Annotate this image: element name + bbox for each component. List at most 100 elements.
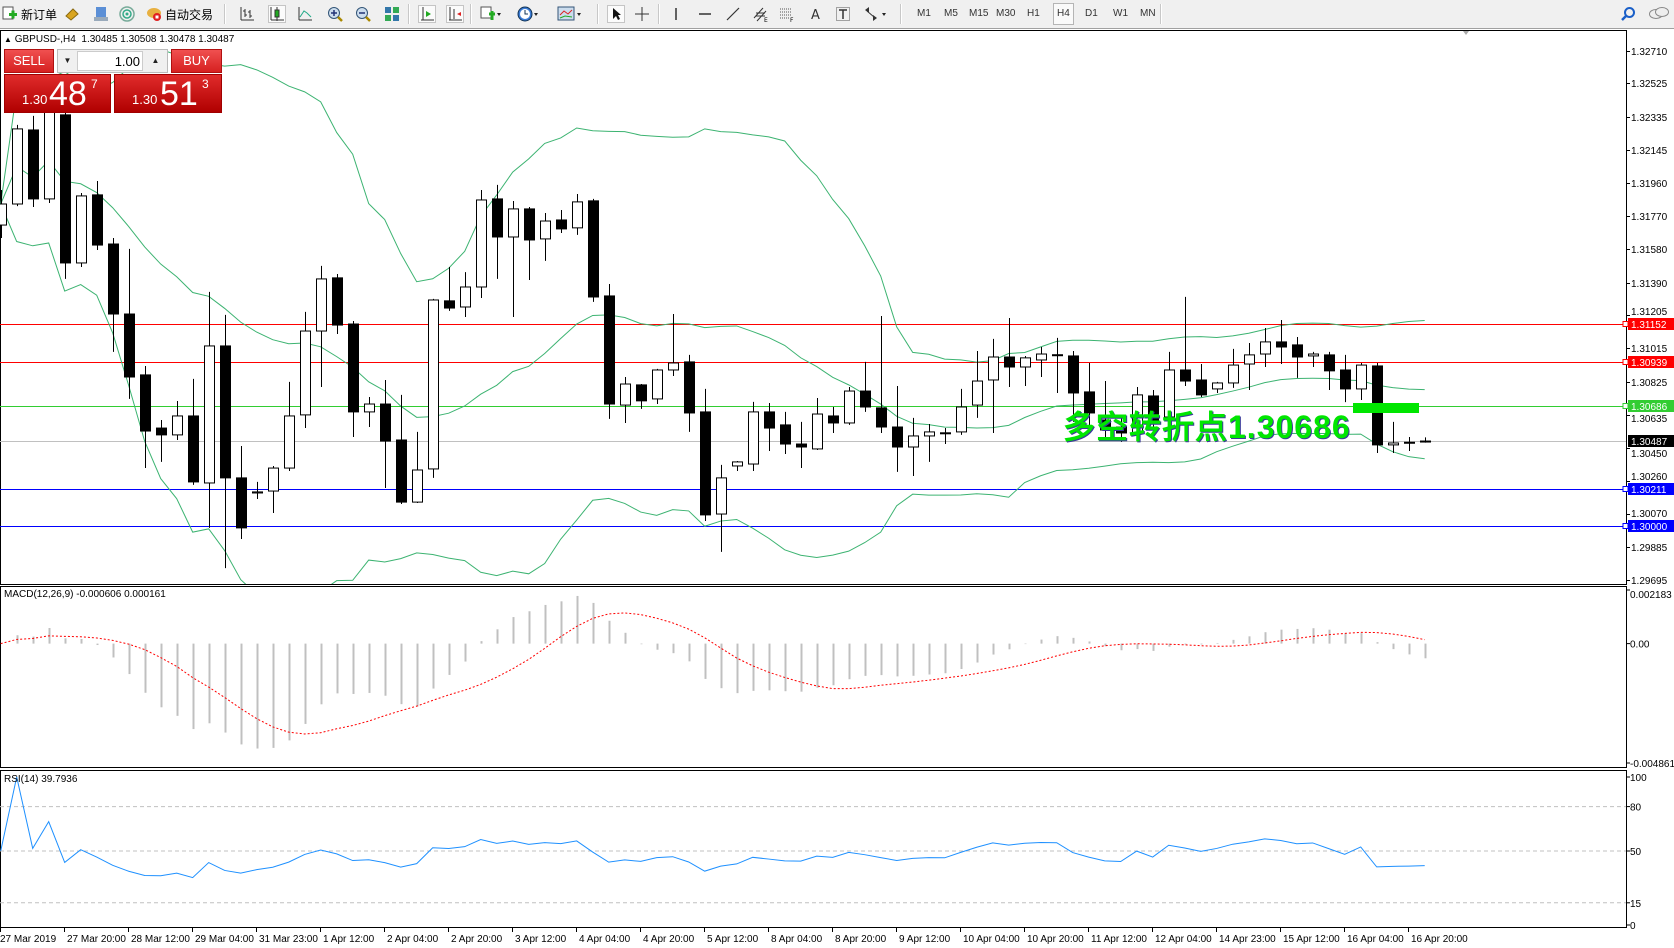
chart-shift-marker-icon[interactable]: [1463, 31, 1469, 35]
candle: [684, 354, 695, 432]
candle-body-bull: [268, 467, 279, 492]
candle-body-bull: [1260, 341, 1271, 355]
candle: [1164, 351, 1175, 420]
buy-price-fraction: 3: [202, 77, 209, 91]
text-label-icon[interactable]: [835, 6, 851, 22]
candle: [892, 385, 903, 472]
level-handle[interactable]: [1622, 486, 1629, 492]
arrows-icon[interactable]: [863, 6, 886, 22]
buy-button[interactable]: BUY: [171, 49, 222, 73]
candle: [1276, 319, 1287, 365]
zoom-out-icon[interactable]: [355, 6, 371, 22]
candle: [956, 388, 967, 435]
candle: [1324, 351, 1335, 390]
candle: [268, 465, 279, 513]
lot-increase-button[interactable]: ▲: [151, 56, 160, 65]
sell-button[interactable]: SELL: [4, 49, 54, 73]
macd-axis-label: -0.004861: [1630, 759, 1674, 770]
candle-body-bull: [0, 203, 7, 226]
indicators-add-icon[interactable]: [480, 6, 501, 22]
pivot-annotation-text[interactable]: 多空转折点1.30686: [1063, 409, 1351, 445]
candle: [332, 274, 343, 335]
time-axis-label: 2 Apr 04:00: [387, 934, 439, 945]
crosshair-icon[interactable]: [634, 6, 650, 22]
fibonacci-retracement-icon[interactable]: F: [779, 6, 795, 24]
level-price-label: 1.31152: [1631, 320, 1667, 331]
level-handle[interactable]: [1622, 321, 1629, 327]
time-axis-label: 10 Apr 04:00: [963, 934, 1020, 945]
timeframe-w1[interactable]: W1: [1113, 8, 1128, 19]
candle-body-bear: [1084, 391, 1095, 414]
svg-text:A: A: [811, 8, 820, 22]
level-handle[interactable]: [1622, 403, 1629, 409]
vertical-line-icon[interactable]: [668, 6, 684, 22]
text-icon[interactable]: A: [808, 6, 824, 23]
timeframe-m1[interactable]: M1: [917, 8, 931, 19]
candle: [44, 105, 55, 203]
metaeditor-icon[interactable]: [64, 6, 80, 22]
time-axis-label: 4 Apr 04:00: [579, 934, 631, 945]
signal-rectangle[interactable]: [1353, 403, 1419, 413]
timeframe-m5[interactable]: M5: [944, 8, 958, 19]
candle: [1212, 381, 1223, 393]
timeframe-m30[interactable]: M30: [996, 8, 1016, 19]
candle: [1004, 318, 1015, 387]
cursor-icon[interactable]: [607, 5, 625, 23]
chat-icon[interactable]: [1648, 6, 1670, 22]
timeframe-m15[interactable]: M15: [969, 8, 989, 19]
candle-body-bull: [572, 201, 583, 229]
rsi-axis-label: 15: [1630, 899, 1642, 910]
auto-trading-button[interactable]: 自动交易: [146, 3, 213, 25]
candle-body-bull: [1020, 357, 1031, 368]
time-axis-label: 11 Apr 12:00: [1091, 934, 1147, 945]
level-handle[interactable]: [1622, 359, 1629, 365]
zoom-in-icon[interactable]: [327, 6, 343, 22]
time-axis-label: 16 Apr 04:00: [1347, 934, 1404, 945]
auto-scroll-icon[interactable]: [418, 5, 436, 23]
tile-windows-icon[interactable]: [384, 6, 400, 22]
timeframe-h1[interactable]: H1: [1027, 8, 1040, 19]
chart-shift-icon[interactable]: [446, 5, 464, 23]
price-axis-label: 1.32525: [1631, 79, 1668, 90]
sell-price-button[interactable]: 1.30 48 7: [4, 74, 111, 113]
line-chart-icon[interactable]: [297, 6, 313, 22]
lot-size-input[interactable]: [77, 51, 143, 71]
candle-body-bull: [428, 299, 439, 470]
horizontal-line-icon[interactable]: [697, 6, 713, 22]
candle-body-bear: [332, 277, 343, 326]
level-handle[interactable]: [1622, 523, 1629, 529]
search-icon[interactable]: [1620, 6, 1636, 22]
candle: [1100, 381, 1111, 438]
candle: [1404, 437, 1415, 452]
time-axis-label: 10 Apr 20:00: [1027, 934, 1084, 945]
candle-body-bear: [444, 300, 455, 309]
candle-body-bull: [908, 435, 919, 448]
trendline-icon[interactable]: [725, 6, 741, 22]
new-order-button[interactable]: 新订单: [2, 3, 57, 25]
candle-body-bear: [636, 384, 647, 402]
candle-body-bull: [1052, 354, 1063, 357]
periods-clock-icon[interactable]: [517, 6, 538, 22]
timeframe-d1[interactable]: D1: [1085, 8, 1098, 19]
templates-icon[interactable]: [557, 6, 581, 22]
signals-icon[interactable]: [119, 6, 135, 22]
candle-body-bull: [460, 286, 471, 308]
equidistant-channel-icon[interactable]: E: [753, 6, 769, 24]
market-watch-icon[interactable]: [93, 6, 109, 22]
candle-body-bull: [924, 431, 935, 437]
time-axis-label: 9 Apr 12:00: [899, 934, 951, 945]
candle: [556, 209, 567, 233]
bar-chart-icon[interactable]: [239, 6, 255, 22]
candle: [572, 193, 583, 235]
collapse-triangle-icon[interactable]: ▲: [4, 35, 12, 44]
time-axis-label: 1 Apr 12:00: [323, 934, 375, 945]
timeframe-h4[interactable]: H4: [1053, 3, 1074, 25]
timeframe-mn[interactable]: MN: [1140, 8, 1156, 19]
lot-decrease-button[interactable]: ▼: [63, 56, 72, 65]
candle-body-bull: [172, 415, 183, 436]
candlestick-chart-icon[interactable]: [268, 5, 286, 23]
buy-price-button[interactable]: 1.30 51 3: [114, 74, 222, 113]
candle: [364, 396, 375, 428]
candle-body-bear: [876, 407, 887, 428]
